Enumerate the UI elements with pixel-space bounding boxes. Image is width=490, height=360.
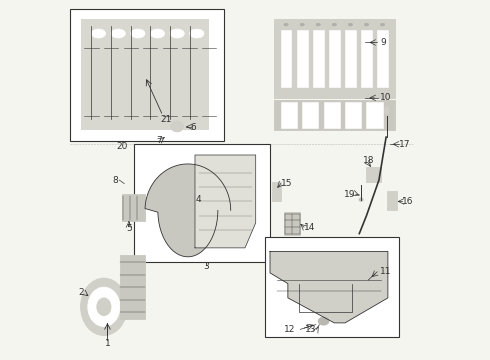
Bar bbox=[313, 30, 323, 87]
Text: 10: 10 bbox=[380, 93, 392, 102]
Bar bbox=[281, 30, 292, 87]
Bar bbox=[367, 103, 383, 128]
Text: 17: 17 bbox=[398, 140, 410, 149]
Ellipse shape bbox=[318, 317, 329, 325]
Bar bbox=[273, 19, 395, 98]
Ellipse shape bbox=[385, 125, 389, 128]
Bar bbox=[273, 100, 395, 130]
Bar bbox=[361, 30, 372, 87]
Ellipse shape bbox=[88, 287, 120, 327]
Bar bbox=[377, 30, 388, 87]
Ellipse shape bbox=[385, 107, 389, 114]
Bar bbox=[387, 191, 397, 210]
Ellipse shape bbox=[316, 23, 320, 26]
Ellipse shape bbox=[364, 23, 368, 26]
Bar bbox=[265, 237, 398, 337]
Text: 11: 11 bbox=[380, 267, 392, 276]
Ellipse shape bbox=[348, 23, 352, 26]
Text: 6: 6 bbox=[190, 123, 196, 132]
Text: 2: 2 bbox=[78, 288, 84, 297]
Bar bbox=[281, 103, 297, 128]
Bar bbox=[345, 30, 356, 87]
Text: 20: 20 bbox=[116, 141, 127, 150]
Ellipse shape bbox=[170, 29, 184, 38]
Bar bbox=[272, 182, 281, 202]
Text: 7: 7 bbox=[156, 136, 162, 145]
Text: 8: 8 bbox=[113, 176, 119, 185]
Ellipse shape bbox=[150, 29, 165, 38]
Bar bbox=[345, 103, 361, 128]
Polygon shape bbox=[195, 155, 256, 248]
Text: 21: 21 bbox=[161, 115, 172, 124]
Ellipse shape bbox=[111, 29, 125, 38]
Text: 14: 14 bbox=[304, 222, 316, 231]
Ellipse shape bbox=[332, 23, 337, 26]
Ellipse shape bbox=[359, 198, 363, 202]
Text: 1: 1 bbox=[104, 339, 110, 348]
Text: 4: 4 bbox=[196, 195, 201, 204]
Text: 18: 18 bbox=[363, 156, 374, 165]
Text: 19: 19 bbox=[343, 190, 355, 199]
Text: 5: 5 bbox=[126, 224, 132, 233]
Ellipse shape bbox=[97, 298, 111, 316]
Bar bbox=[323, 103, 340, 128]
Bar bbox=[367, 167, 381, 182]
Ellipse shape bbox=[81, 278, 127, 336]
Text: 16: 16 bbox=[402, 197, 414, 206]
Bar bbox=[70, 9, 223, 141]
Ellipse shape bbox=[171, 121, 183, 132]
Ellipse shape bbox=[190, 29, 204, 38]
Polygon shape bbox=[81, 19, 209, 130]
Bar bbox=[302, 103, 318, 128]
Ellipse shape bbox=[284, 23, 288, 26]
Text: 3: 3 bbox=[203, 262, 209, 271]
Text: 13: 13 bbox=[305, 325, 317, 334]
Text: 12: 12 bbox=[284, 325, 295, 334]
Bar bbox=[284, 212, 300, 235]
Ellipse shape bbox=[92, 29, 106, 38]
Bar bbox=[329, 30, 340, 87]
Polygon shape bbox=[145, 164, 231, 257]
Ellipse shape bbox=[131, 29, 145, 38]
Text: 9: 9 bbox=[380, 38, 386, 47]
Bar bbox=[297, 30, 308, 87]
Bar bbox=[134, 144, 270, 262]
Bar bbox=[122, 194, 145, 221]
Text: 15: 15 bbox=[281, 179, 292, 188]
Ellipse shape bbox=[380, 23, 385, 26]
Polygon shape bbox=[270, 251, 388, 323]
Bar bbox=[120, 255, 145, 319]
Ellipse shape bbox=[300, 23, 304, 26]
